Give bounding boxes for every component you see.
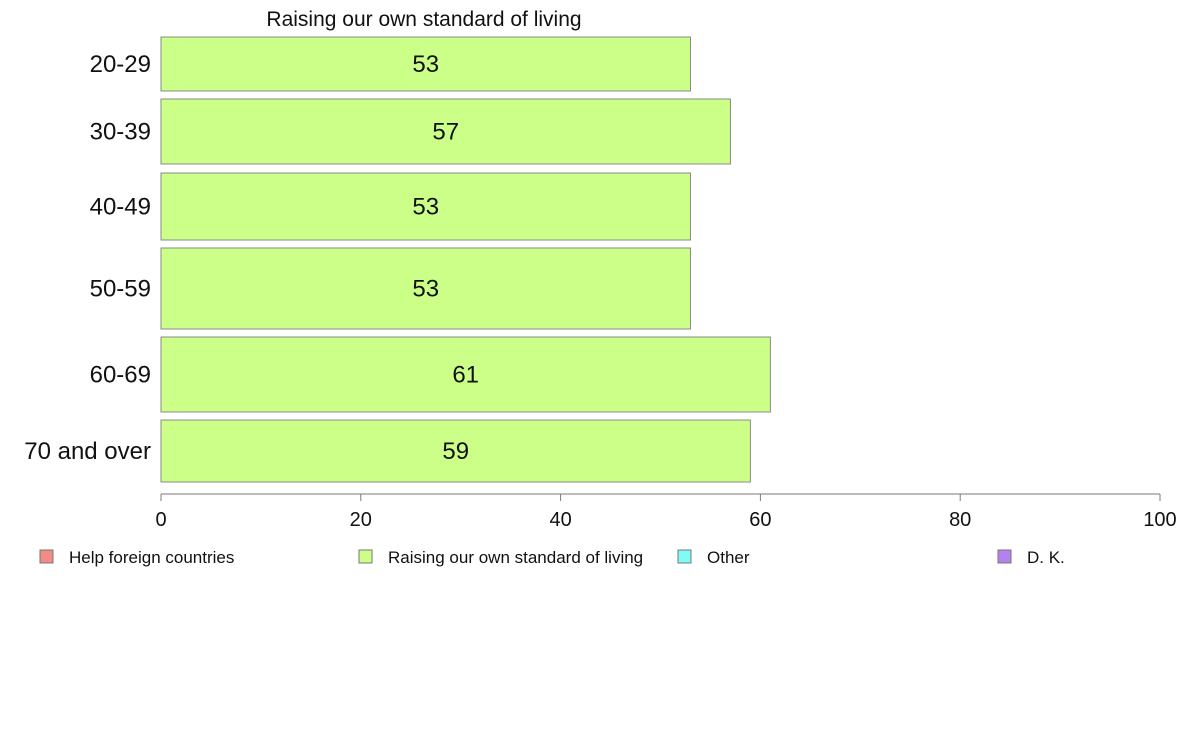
x-tick-label: 0	[155, 509, 166, 531]
legend-swatch	[677, 549, 692, 564]
data-label: 59	[442, 438, 469, 465]
x-tick-label: 80	[949, 509, 971, 531]
bar-40-49	[160, 172, 691, 241]
legend-label: Raising our own standard of living	[388, 548, 643, 567]
legend-swatch	[997, 549, 1012, 564]
x-tick-label: 60	[749, 509, 771, 531]
legend-swatch	[358, 549, 373, 564]
data-label: 53	[412, 276, 439, 303]
bar-70-and-over	[160, 419, 751, 483]
legend: Help foreign countries Raising our own st…	[39, 548, 1065, 567]
legend-label: D. K.	[1027, 548, 1065, 567]
category-label: 60-69	[90, 362, 151, 389]
bars-group: 20-29 53 30-39 57 40-49 53 50-59 53 60-69 61 70 an…	[24, 36, 771, 483]
legend-label: Other	[707, 548, 750, 567]
x-axis: 0 20 40 60 80 100	[155, 493, 1177, 531]
category-label: 20-29	[90, 51, 151, 78]
legend-label: Help foreign countries	[69, 548, 234, 567]
category-label: 30-39	[90, 119, 151, 146]
data-label: 53	[412, 194, 439, 221]
data-label: 61	[452, 362, 479, 389]
bar-20-29	[160, 36, 691, 92]
bar-30-39	[160, 98, 731, 165]
x-tick-label: 20	[350, 509, 372, 531]
chart-title: Raising our own standard of living	[266, 8, 581, 31]
x-tick-label: 100	[1143, 509, 1176, 531]
x-tick-label: 40	[549, 509, 571, 531]
bar-60-69	[160, 336, 771, 413]
data-label: 53	[412, 51, 439, 78]
category-label: 50-59	[90, 276, 151, 303]
category-label: 70 and over	[24, 438, 151, 465]
data-label: 57	[432, 119, 459, 146]
bar-50-59	[160, 247, 691, 330]
legend-swatch	[39, 549, 54, 564]
category-label: 40-49	[90, 194, 151, 221]
